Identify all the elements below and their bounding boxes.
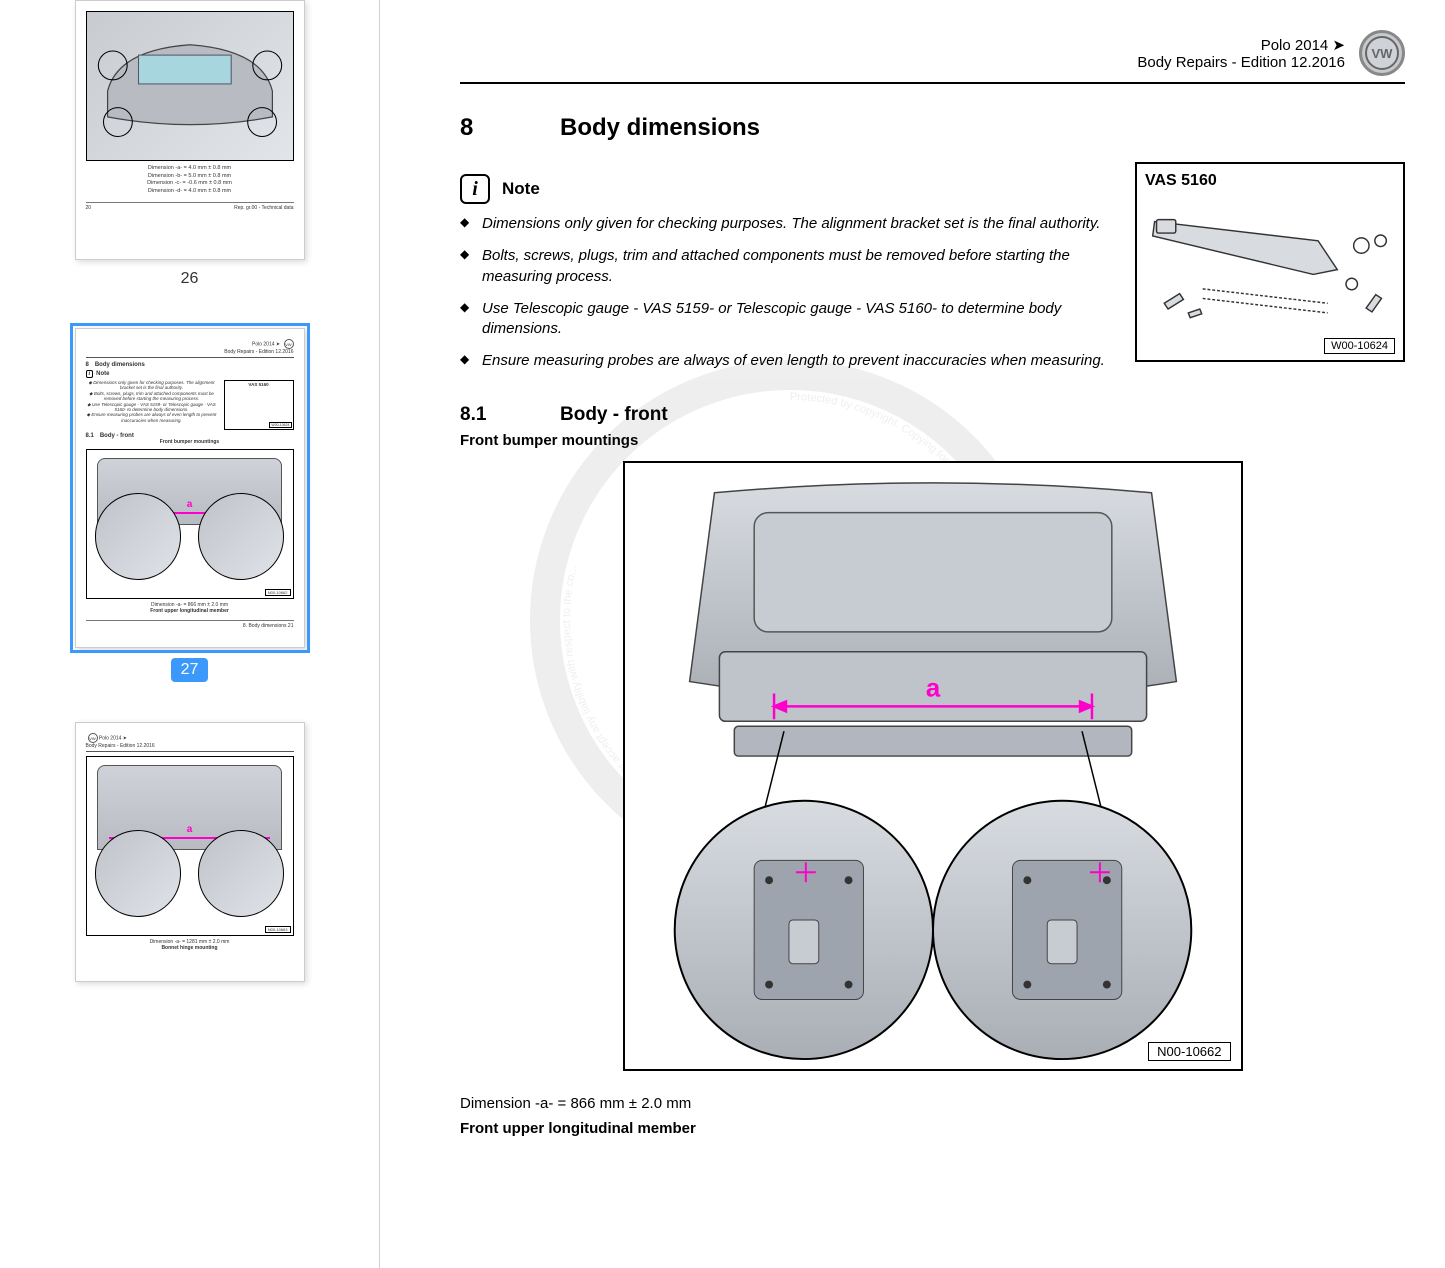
vw-logo-icon: VW (88, 733, 98, 743)
note-row: i Note (460, 174, 1105, 204)
dim-a: Dimension -a- = 4.0 mm ± 0.8 mm (86, 165, 294, 173)
page-header: Polo 2014 ➤ Body Repairs - Edition 12.20… (460, 30, 1405, 84)
thumb26-footer-text: Rep. gr.00 - Technical data (234, 205, 293, 211)
thumb28-figure: a N00-10663 (86, 756, 294, 936)
thumb27-vas: VAS 5160 (225, 381, 293, 388)
info-icon: i (460, 174, 490, 204)
thumb27-sec-num: 8 (86, 362, 89, 368)
thumb27-note: Note (96, 371, 109, 377)
member-text: Front upper longitudinal member (460, 1120, 1405, 1137)
vas-title: VAS 5160 (1145, 172, 1395, 190)
section-heading: 8 Body dimensions (460, 114, 1405, 142)
subsection-title: Body - front (560, 404, 668, 426)
thumb26-page-num: 20 (86, 205, 92, 211)
dim-c: Dimension -c- = -0.6 mm ± 0.8 mm (86, 180, 294, 188)
thumb27-caption: Front bumper mountings (86, 439, 294, 445)
thumb27-b2: ◆ Bolts, screws, plugs, trim and attache… (86, 391, 218, 402)
main-figure: a (623, 461, 1243, 1071)
info-icon: i (86, 370, 94, 378)
vw-logo-icon: VW (284, 339, 294, 349)
thumbnail-28-wrap: VW Polo 2014 ➤ Body Repairs - Edition 12… (20, 722, 359, 982)
note-bullets: Dimensions only given for checking purpo… (460, 214, 1105, 372)
thumb28-model: Polo 2014 ➤ (99, 735, 127, 741)
subsection-heading: 8.1 Body - front (460, 404, 1405, 426)
subsection-caption: Front bumper mountings (460, 432, 1405, 449)
header-doc: Body Repairs - Edition 12.2016 (1137, 54, 1345, 71)
thumbnail-28[interactable]: VW Polo 2014 ➤ Body Repairs - Edition 12… (75, 722, 305, 982)
thumb27-b1: ◆ Dimensions only given for checking pur… (86, 380, 218, 391)
dimension-text: Dimension -a- = 866 mm ± 2.0 mm (460, 1095, 1405, 1112)
bullet-2: Bolts, screws, plugs, trim and attached … (460, 246, 1105, 287)
main-document-view[interactable]: Protected by copyright. Copying for priv… (380, 0, 1445, 1268)
dim-d: Dimension -d- = 4.0 mm ± 0.8 mm (86, 188, 294, 196)
vas-code: W00-10624 (1324, 338, 1395, 354)
section-title: Body dimensions (560, 114, 760, 142)
thumb27-sec-title: Body dimensions (95, 362, 145, 368)
thumbnail-26[interactable]: Dimension -a- = 4.0 mm ± 0.8 mm Dimensio… (75, 0, 305, 260)
dimension-a-label: a (925, 674, 940, 702)
thumb27-label: 27 (171, 658, 209, 682)
thumb27-header: Polo 2014 ➤ VW Body Repairs - Edition 12… (86, 339, 294, 358)
thumb27-fig-code: N00-10662 (265, 589, 291, 596)
section-number: 8 (460, 114, 520, 142)
thumb26-label: 26 (20, 270, 359, 288)
vas-diagram (1145, 190, 1395, 330)
thumb26-figure (86, 11, 294, 161)
thumb27-sub-title: Body - front (100, 433, 134, 439)
thumbnail-27-wrap: Polo 2014 ➤ VW Body Repairs - Edition 12… (20, 328, 359, 682)
thumb27-b4: ◆ Ensure measuring probes are always of … (86, 412, 218, 423)
thumb28-header: VW Polo 2014 ➤ Body Repairs - Edition 12… (86, 733, 294, 752)
thumb27-doc: Body Repairs - Edition 12.2016 (224, 349, 293, 355)
subsection-number: 8.1 (460, 404, 520, 426)
thumb27-model: Polo 2014 ➤ (252, 341, 280, 347)
note-label: Note (502, 179, 540, 199)
thumb27-vas-box: VAS 5160 W00-10624 (224, 380, 294, 430)
thumb28-caption: Bonnet hinge mounting (86, 945, 294, 951)
thumb27-figure: a N00-10662 (86, 449, 294, 599)
thumb27-b3: ◆ Use Telescopic gauge - VAS 5159- or Te… (86, 402, 218, 413)
thumb27-vas-code: W00-10624 (269, 422, 291, 428)
thumb28-doc: Body Repairs - Edition 12.2016 (86, 743, 155, 749)
vw-logo-icon: VW (1359, 30, 1405, 76)
bullet-3: Use Telescopic gauge - VAS 5159- or Tele… (460, 299, 1105, 340)
vas-tool-box: VAS 5160 W00-10624 (1135, 162, 1405, 362)
figure-code: N00-10662 (1148, 1042, 1230, 1061)
thumbnail-27[interactable]: Polo 2014 ➤ VW Body Repairs - Edition 12… (75, 328, 305, 648)
header-model: Polo 2014 ➤ (1137, 36, 1345, 54)
thumbnail-26-wrap: Dimension -a- = 4.0 mm ± 0.8 mm Dimensio… (20, 0, 359, 288)
bullet-1: Dimensions only given for checking purpo… (460, 214, 1105, 234)
thumbnail-sidebar[interactable]: Dimension -a- = 4.0 mm ± 0.8 mm Dimensio… (0, 0, 380, 1268)
thumb27-footer: 8. Body dimensions 21 (243, 623, 294, 629)
thumb26-dimensions: Dimension -a- = 4.0 mm ± 0.8 mm Dimensio… (86, 165, 294, 196)
bullet-4: Ensure measuring probes are always of ev… (460, 351, 1105, 371)
dim-b: Dimension -b- = 5.0 mm ± 0.8 mm (86, 173, 294, 181)
thumb27-sub-num: 8.1 (86, 433, 94, 439)
thumb27-member: Front upper longitudinal member (86, 608, 294, 614)
